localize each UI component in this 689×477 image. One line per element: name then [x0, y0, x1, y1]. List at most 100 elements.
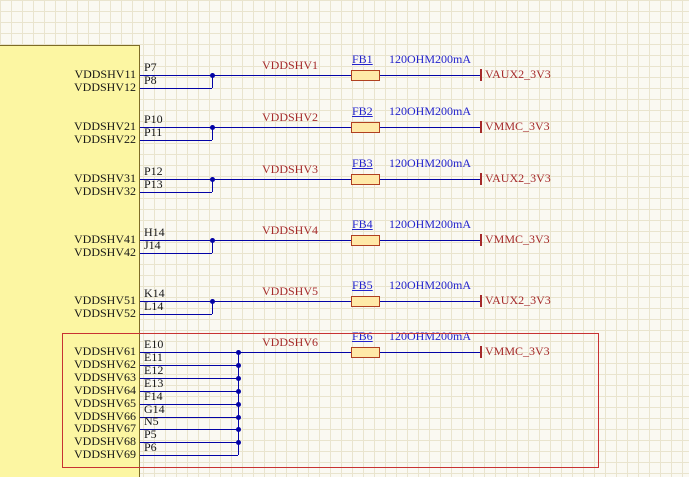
pin-number-label: P11: [144, 125, 163, 139]
ferrite-value[interactable]: 120OHM200mA: [389, 217, 472, 231]
ferrite-designator[interactable]: FB4: [352, 217, 373, 231]
pin-wire[interactable]: [140, 442, 238, 443]
pin-wire[interactable]: [140, 314, 212, 315]
bus-wire[interactable]: [212, 75, 213, 88]
pin-wire[interactable]: [140, 179, 212, 180]
highlight-rectangle[interactable]: [62, 333, 599, 468]
pin-number-label: P10: [144, 112, 163, 126]
ferrite-designator[interactable]: FB2: [352, 104, 373, 118]
bus-wire[interactable]: [212, 127, 213, 140]
net-wire[interactable]: [380, 240, 480, 241]
pin-number-label: E10: [144, 337, 164, 351]
power-net-label[interactable]: VAUX2_3V3: [485, 67, 551, 81]
pin-wire[interactable]: [140, 240, 212, 241]
power-port-bar[interactable]: [480, 295, 482, 307]
pin-wire[interactable]: [140, 127, 212, 128]
ferrite-designator[interactable]: FB1: [352, 52, 373, 66]
power-net-label[interactable]: VMMC_3V3: [485, 232, 550, 246]
ferrite-designator[interactable]: FB6: [352, 329, 373, 343]
pin-wire[interactable]: [140, 417, 238, 418]
net-wire[interactable]: [212, 301, 351, 302]
pin-wire[interactable]: [140, 391, 238, 392]
pin-wire[interactable]: [140, 404, 238, 405]
net-label[interactable]: VDDSHV2: [262, 110, 319, 124]
net-label[interactable]: VDDSHV3: [262, 162, 319, 176]
power-net-label[interactable]: VMMC_3V3: [485, 344, 550, 358]
pin-name-label: VDDSHV52: [73, 306, 136, 320]
pin-name-label: VDDSHV41: [73, 232, 136, 246]
ferrite-designator[interactable]: FB3: [352, 156, 373, 170]
pin-wire[interactable]: [140, 301, 212, 302]
bus-wire[interactable]: [212, 240, 213, 253]
pin-wire[interactable]: [140, 75, 212, 76]
pin-number-label: F14: [144, 389, 163, 403]
ferrite-bead[interactable]: [351, 70, 380, 81]
pin-number-label: E12: [144, 363, 164, 377]
ferrite-value[interactable]: 120OHM200mA: [389, 156, 472, 170]
ferrite-bead[interactable]: [351, 235, 380, 246]
power-port-bar[interactable]: [480, 234, 482, 246]
pin-name-label: VDDSHV51: [73, 293, 136, 307]
pin-wire[interactable]: [140, 140, 212, 141]
pin-wire[interactable]: [140, 88, 212, 89]
pin-number-label: P8: [144, 73, 157, 87]
net-wire[interactable]: [238, 352, 351, 353]
net-wire[interactable]: [380, 75, 480, 76]
power-net-label[interactable]: VAUX2_3V3: [485, 293, 551, 307]
bus-wire[interactable]: [212, 179, 213, 192]
net-label[interactable]: VDDSHV5: [262, 284, 319, 298]
net-wire[interactable]: [212, 240, 351, 241]
ferrite-bead[interactable]: [351, 122, 380, 133]
ferrite-bead[interactable]: [351, 296, 380, 307]
pin-name-label: VDDSHV68: [73, 434, 136, 448]
pin-number-label: E13: [144, 376, 164, 390]
ferrite-designator[interactable]: FB5: [352, 278, 373, 292]
pin-number-label: P7: [144, 60, 157, 74]
bus-wire[interactable]: [238, 352, 239, 455]
net-wire[interactable]: [212, 75, 351, 76]
pin-number-label: P13: [144, 177, 163, 191]
ferrite-value[interactable]: 120OHM200mA: [389, 52, 472, 66]
net-wire[interactable]: [380, 127, 480, 128]
net-label[interactable]: VDDSHV1: [262, 58, 319, 72]
pin-number-label: P6: [144, 440, 157, 454]
pin-wire[interactable]: [140, 378, 238, 379]
pin-wire[interactable]: [140, 429, 238, 430]
net-wire[interactable]: [380, 352, 480, 353]
pin-number-label: G14: [144, 402, 165, 416]
power-port-bar[interactable]: [480, 69, 482, 81]
power-port-bar[interactable]: [480, 173, 482, 185]
pin-name-label: VDDSHV61: [73, 344, 136, 358]
ferrite-bead[interactable]: [351, 347, 380, 358]
net-wire[interactable]: [380, 179, 480, 180]
power-port-bar[interactable]: [480, 346, 482, 358]
pin-wire[interactable]: [140, 365, 238, 366]
ferrite-value[interactable]: 120OHM200mA: [389, 278, 472, 292]
power-port-bar[interactable]: [480, 121, 482, 133]
ferrite-bead[interactable]: [351, 174, 380, 185]
net-label[interactable]: VDDSHV4: [262, 223, 319, 237]
pin-number-label: H14: [144, 225, 165, 239]
pin-name-label: VDDSHV63: [73, 370, 136, 384]
pin-wire[interactable]: [140, 253, 212, 254]
ferrite-value[interactable]: 120OHM200mA: [389, 104, 472, 118]
pin-number-label: P12: [144, 164, 163, 178]
pin-wire[interactable]: [140, 192, 212, 193]
pin-number-label: P5: [144, 427, 157, 441]
net-wire[interactable]: [212, 179, 351, 180]
pin-name-label: VDDSHV42: [73, 245, 136, 259]
component-body[interactable]: [0, 45, 140, 477]
power-net-label[interactable]: VAUX2_3V3: [485, 171, 551, 185]
power-net-label[interactable]: VMMC_3V3: [485, 119, 550, 133]
ferrite-value[interactable]: 120OHM200mA: [389, 329, 472, 343]
net-label[interactable]: VDDSHV6: [262, 335, 319, 349]
pin-number-label: E11: [144, 350, 163, 364]
pin-wire[interactable]: [140, 352, 238, 353]
net-wire[interactable]: [212, 127, 351, 128]
pin-name-label: VDDSHV11: [74, 67, 136, 81]
pin-wire[interactable]: [140, 455, 238, 456]
pin-name-label: VDDSHV67: [73, 421, 136, 435]
bus-wire[interactable]: [212, 301, 213, 314]
pin-name-label: VDDSHV62: [73, 357, 136, 371]
net-wire[interactable]: [380, 301, 480, 302]
